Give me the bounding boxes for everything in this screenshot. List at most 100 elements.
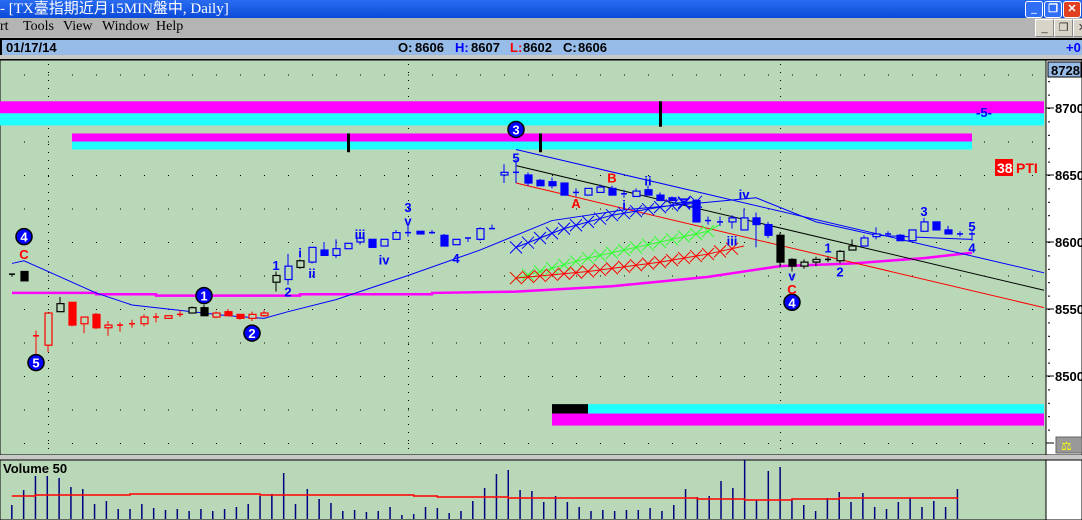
grid-dot [648, 376, 649, 377]
menu-window[interactable]: Window [102, 19, 150, 34]
menu-tools[interactable]: Tools [23, 19, 54, 34]
grid-dot [432, 342, 433, 344]
grid-dot [96, 208, 97, 210]
candle-body [560, 182, 569, 196]
grid-dot [336, 74, 337, 76]
grid-dot [408, 80, 409, 81]
pti-text: PTI [1016, 160, 1038, 176]
grid-dot [744, 376, 745, 377]
grid-dot [840, 443, 841, 444]
grid-dot [48, 74, 49, 76]
grid-dot [780, 280, 781, 281]
grid-dot [780, 224, 781, 225]
candle-body [320, 249, 329, 256]
candle-body [452, 238, 461, 246]
grid-dot [408, 432, 409, 433]
candle-body [308, 246, 317, 263]
cyan-band [0, 113, 1044, 126]
grid-dot [768, 376, 769, 377]
grid-dot [48, 248, 49, 249]
grid-dot [480, 376, 481, 377]
grid-dot [96, 376, 97, 377]
grid-dot [120, 208, 121, 210]
grid-dot [360, 409, 361, 411]
grid-dot [768, 275, 769, 277]
grid-dot [408, 224, 409, 225]
grid-dot [48, 144, 49, 145]
grid-dot [432, 409, 433, 411]
grid-dot [720, 376, 721, 377]
grid-dot [432, 376, 433, 377]
minor-tick [1048, 201, 1050, 203]
grid-dot [1032, 141, 1033, 143]
grid-dot [864, 208, 865, 210]
grid-dot [120, 242, 121, 243]
grid-dot [312, 74, 313, 76]
candle-body [740, 217, 749, 231]
grid-dot [120, 409, 121, 411]
grid-dot [288, 242, 289, 243]
grid-dot [48, 256, 49, 257]
grid-dot [120, 376, 121, 377]
scale-icon[interactable] [1055, 436, 1082, 454]
grid-dot [624, 342, 625, 344]
grid-dot [576, 242, 577, 243]
grid-dot [1008, 342, 1009, 344]
blue-x-marker [677, 196, 691, 209]
child-close-button[interactable]: ✕ [1073, 19, 1082, 37]
grid-dot [1032, 342, 1033, 344]
grid-dot [216, 376, 217, 377]
grid-dot [408, 376, 409, 377]
grid-dot [360, 208, 361, 210]
green-x-marker [545, 261, 559, 275]
grid-dot [48, 192, 49, 193]
grid-dot [984, 208, 985, 210]
candle-body [188, 307, 197, 314]
grid-dot [792, 74, 793, 76]
grid-dot [600, 175, 601, 176]
restore-button[interactable]: ❐ [1044, 1, 1062, 18]
grid-dot [480, 175, 481, 176]
minor-tick [1048, 134, 1050, 136]
candle-body [812, 258, 821, 263]
grid-dot [888, 74, 889, 76]
wave-circle [783, 293, 801, 312]
grid-dot [744, 443, 745, 444]
blue-x-marker [605, 208, 619, 222]
close-button[interactable]: ✕ [1063, 1, 1081, 18]
minor-tick [1048, 161, 1050, 163]
grid-dot [888, 443, 889, 444]
grid-dot [768, 309, 769, 310]
grid-dot [48, 384, 49, 385]
wave-circle-label: 4 [788, 295, 796, 310]
last-price-box [1047, 61, 1082, 78]
grid-dot [552, 309, 553, 310]
grid-dot [408, 88, 409, 89]
minimize-button[interactable]: _ [1025, 1, 1043, 18]
menu-help[interactable]: Help [156, 19, 184, 34]
grid-dot [1008, 141, 1009, 143]
grid-dot [480, 275, 481, 277]
pane-splitter[interactable] [0, 455, 1082, 460]
grid-dot [840, 175, 841, 176]
child-restore-button[interactable]: ❐ [1054, 19, 1073, 37]
blue-x-marker [653, 200, 667, 214]
menu-view[interactable]: View [63, 19, 93, 34]
wave-circle [195, 286, 213, 305]
grid-dot [780, 96, 781, 97]
quote-info-bar: 01/17/14 O: 8606 H: 8607 L: 8602 C: 8606… [0, 38, 1082, 55]
grid-dot [432, 275, 433, 277]
grid-dot [312, 409, 313, 411]
grid-dot [288, 309, 289, 310]
grid-dot [144, 74, 145, 76]
magenta-band [0, 101, 1044, 114]
child-minimize-button[interactable]: _ [1035, 19, 1054, 37]
wave-label: 2 [836, 264, 843, 279]
menu-chart[interactable]: rt [0, 19, 9, 34]
grid-dot [48, 296, 49, 297]
grid-dot [408, 342, 409, 344]
grid-dot [48, 443, 49, 444]
grid-dot [600, 443, 601, 444]
grid-dot [744, 275, 745, 277]
